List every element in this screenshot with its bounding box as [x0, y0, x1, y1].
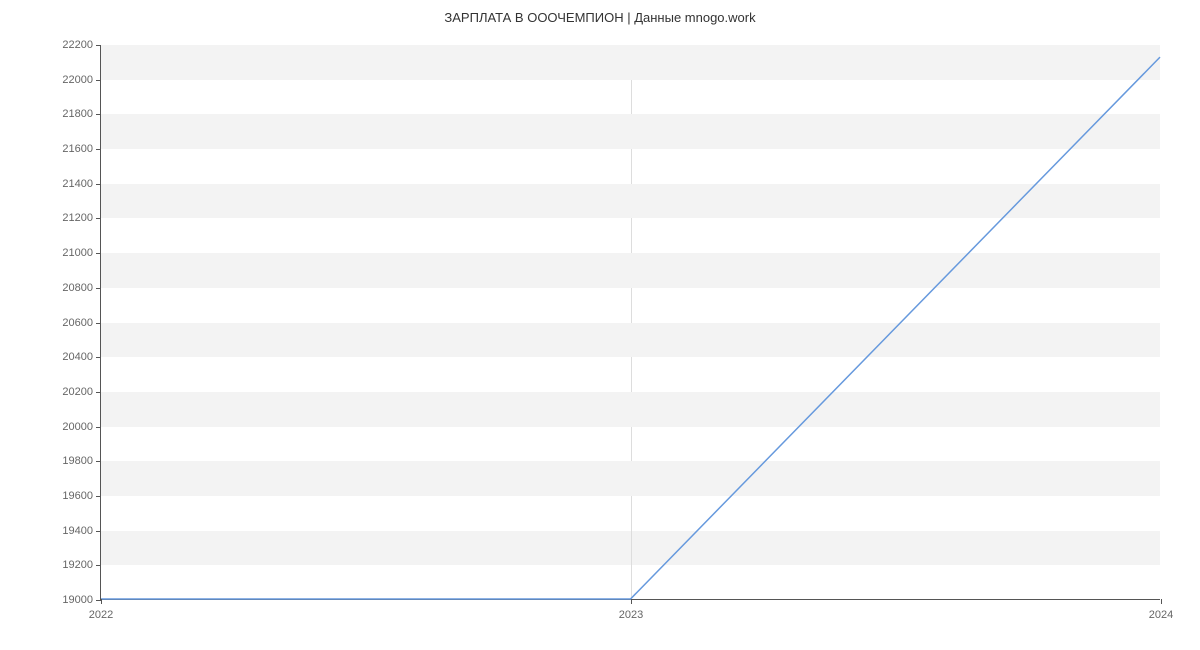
x-tick-label: 2023 — [619, 609, 643, 621]
y-tick-label: 19400 — [62, 525, 93, 537]
y-tick-label: 20800 — [62, 282, 93, 294]
chart-title: ЗАРПЛАТА В ОООЧЕМПИОН | Данные mnogo.wor… — [0, 0, 1200, 25]
y-tick-label: 20600 — [62, 317, 93, 329]
y-tick-mark — [96, 565, 101, 566]
y-tick-mark — [96, 45, 101, 46]
y-tick-mark — [96, 253, 101, 254]
x-tick-mark — [1161, 599, 1162, 604]
y-tick-label: 22000 — [62, 74, 93, 86]
y-tick-mark — [96, 114, 101, 115]
y-tick-mark — [96, 218, 101, 219]
y-tick-mark — [96, 80, 101, 81]
y-tick-label: 21600 — [62, 143, 93, 155]
y-tick-label: 19200 — [62, 559, 93, 571]
x-tick-mark — [101, 599, 102, 604]
y-tick-label: 22200 — [62, 39, 93, 51]
y-tick-mark — [96, 461, 101, 462]
y-tick-label: 19000 — [62, 594, 93, 606]
y-tick-label: 19600 — [62, 490, 93, 502]
y-tick-mark — [96, 357, 101, 358]
x-tick-mark — [631, 599, 632, 604]
y-tick-label: 20400 — [62, 351, 93, 363]
x-tick-label: 2022 — [89, 609, 113, 621]
y-tick-mark — [96, 427, 101, 428]
y-tick-label: 21200 — [62, 212, 93, 224]
y-tick-label: 21800 — [62, 108, 93, 120]
x-tick-label: 2024 — [1149, 609, 1173, 621]
chart-container: 1900019200194001960019800200002020020400… — [100, 45, 1160, 600]
y-tick-mark — [96, 392, 101, 393]
line-layer — [101, 45, 1160, 599]
y-tick-mark — [96, 531, 101, 532]
series-line — [101, 57, 1160, 599]
y-tick-mark — [96, 184, 101, 185]
y-tick-label: 20000 — [62, 421, 93, 433]
y-tick-label: 20200 — [62, 386, 93, 398]
y-tick-mark — [96, 323, 101, 324]
y-tick-mark — [96, 496, 101, 497]
y-tick-label: 19800 — [62, 455, 93, 467]
y-tick-label: 21400 — [62, 178, 93, 190]
plot-area: 1900019200194001960019800200002020020400… — [100, 45, 1160, 600]
y-tick-label: 21000 — [62, 247, 93, 259]
y-tick-mark — [96, 149, 101, 150]
y-tick-mark — [96, 288, 101, 289]
